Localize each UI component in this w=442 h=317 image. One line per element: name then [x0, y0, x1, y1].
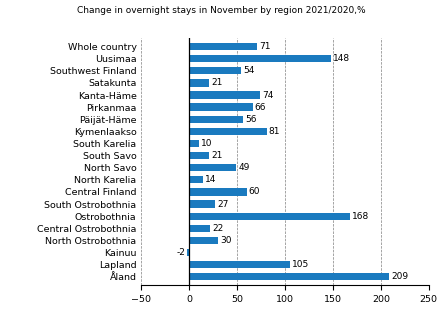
Text: 49: 49	[238, 163, 250, 172]
Bar	[189, 273, 389, 281]
Bar	[189, 140, 199, 147]
Text: 168: 168	[352, 212, 370, 221]
Text: Change in overnight stays in November by region 2021/2020,%: Change in overnight stays in November by…	[77, 6, 365, 15]
Bar	[189, 188, 247, 196]
Bar	[189, 79, 210, 87]
Bar	[189, 91, 260, 99]
Text: 105: 105	[292, 260, 309, 269]
Text: 60: 60	[249, 187, 260, 197]
Bar	[189, 67, 241, 74]
Bar	[189, 200, 215, 208]
Text: 21: 21	[211, 78, 223, 87]
Bar	[189, 237, 218, 244]
Text: 21: 21	[211, 151, 223, 160]
Bar	[187, 249, 189, 256]
Bar	[189, 261, 290, 268]
Bar	[189, 43, 257, 50]
Text: 209: 209	[392, 272, 408, 281]
Text: 71: 71	[259, 42, 271, 51]
Text: 54: 54	[243, 66, 254, 75]
Text: 14: 14	[205, 175, 216, 184]
Bar	[189, 128, 267, 135]
Bar	[189, 176, 203, 184]
Text: 30: 30	[220, 236, 232, 245]
Text: 56: 56	[245, 115, 256, 124]
Bar	[189, 152, 210, 159]
Bar	[189, 55, 331, 62]
Bar	[189, 103, 252, 111]
Text: 66: 66	[255, 103, 266, 112]
Text: 10: 10	[201, 139, 212, 148]
Text: 22: 22	[212, 224, 224, 233]
Text: -2: -2	[177, 248, 186, 257]
Bar	[189, 213, 350, 220]
Bar	[189, 225, 210, 232]
Bar	[189, 116, 243, 123]
Bar	[189, 164, 236, 171]
Text: 27: 27	[217, 200, 229, 209]
Text: 74: 74	[262, 91, 274, 100]
Text: 81: 81	[269, 127, 280, 136]
Text: 148: 148	[333, 54, 350, 63]
